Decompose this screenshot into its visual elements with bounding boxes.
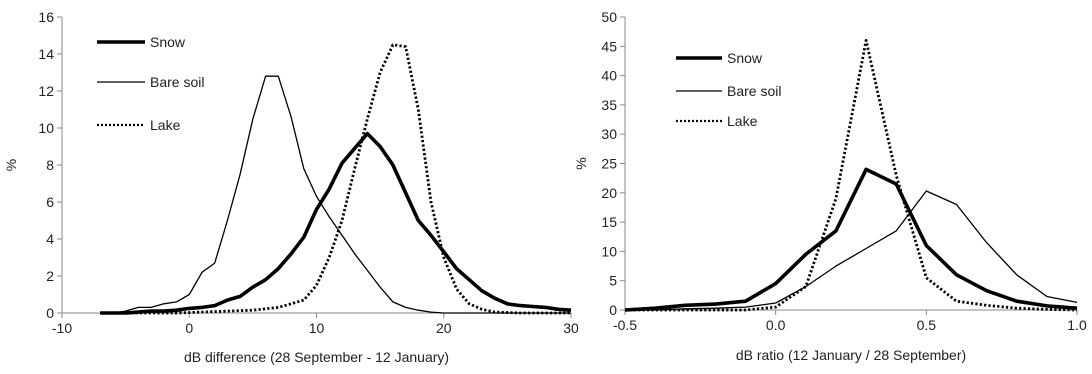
legend-label: Lake bbox=[150, 117, 181, 133]
y-tick-label: 45 bbox=[601, 38, 617, 54]
y-tick-label: 0 bbox=[609, 302, 617, 318]
series-line-bare-soil bbox=[625, 190, 1078, 311]
y-tick-label: 50 bbox=[601, 9, 617, 25]
y-tick-label: 12 bbox=[38, 83, 54, 99]
x-axis-label: dB ratio (12 January / 28 September) bbox=[736, 347, 966, 363]
y-tick-label: 6 bbox=[46, 194, 54, 210]
legend-label: Bare soil bbox=[150, 74, 204, 90]
series-line-lake bbox=[100, 43, 571, 315]
y-tick-label: 15 bbox=[601, 214, 617, 230]
y-tick-label: 5 bbox=[609, 273, 617, 289]
y-tick-label: 0 bbox=[46, 305, 54, 321]
y-axis-label: % bbox=[573, 157, 589, 169]
x-tick-label: 0.5 bbox=[917, 317, 937, 333]
x-tick-label: -10 bbox=[52, 320, 72, 336]
y-tick-label: 4 bbox=[46, 231, 54, 247]
x-tick-label: 20 bbox=[436, 320, 452, 336]
series-line-snow bbox=[100, 131, 572, 315]
legend-label: Snow bbox=[150, 34, 186, 50]
x-tick-label: 0 bbox=[185, 320, 193, 336]
y-axis-label: % bbox=[3, 159, 19, 171]
x-tick-label: 0.0 bbox=[766, 317, 786, 333]
y-tick-label: 20 bbox=[601, 185, 617, 201]
x-tick-label: 10 bbox=[309, 320, 325, 336]
y-tick-label: 16 bbox=[38, 9, 54, 25]
y-tick-label: 25 bbox=[601, 156, 617, 172]
x-tick-label: 1.0 bbox=[1067, 317, 1087, 333]
legend-label: Lake bbox=[727, 113, 758, 129]
legend-label: Bare soil bbox=[727, 83, 781, 99]
series-line-snow bbox=[624, 167, 1078, 312]
y-tick-label: 40 bbox=[601, 68, 617, 84]
x-tick-label: -0.5 bbox=[613, 317, 637, 333]
y-tick-label: 2 bbox=[46, 268, 54, 284]
x-tick-label: 30 bbox=[563, 320, 579, 336]
y-tick-label: 8 bbox=[46, 157, 54, 173]
y-tick-label: 10 bbox=[38, 120, 54, 136]
y-tick-label: 35 bbox=[601, 97, 617, 113]
x-axis-label: dB difference (28 September - 12 January… bbox=[184, 349, 449, 365]
legend-label: Snow bbox=[727, 50, 763, 66]
y-tick-label: 30 bbox=[601, 126, 617, 142]
y-tick-label: 10 bbox=[601, 243, 617, 259]
chart-db-ratio: 0 5 10 15 20 25 30 35 40 45 50 -0.5 0.0 0.5 1.0 dB rati… bbox=[573, 9, 1087, 363]
series-line-bare-soil bbox=[100, 75, 571, 314]
y-tick-label: 14 bbox=[38, 46, 54, 62]
series-line-lake bbox=[625, 39, 1078, 312]
